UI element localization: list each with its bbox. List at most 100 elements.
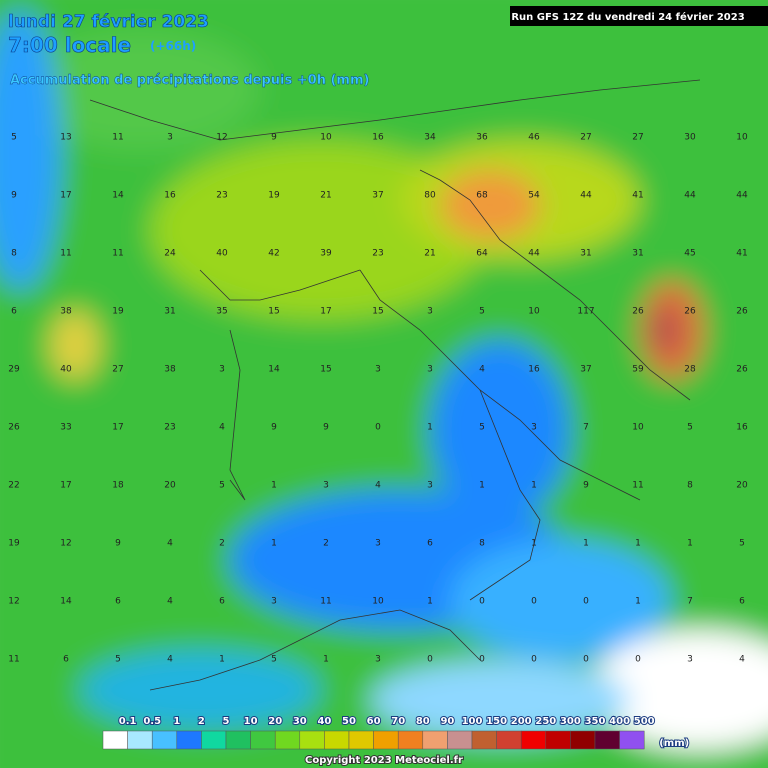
- grid-value: 4: [479, 365, 485, 375]
- grid-value: 19: [112, 307, 124, 317]
- grid-value: 24: [164, 249, 176, 259]
- grid-value: 3: [323, 481, 329, 491]
- grid-value: 1: [271, 481, 277, 491]
- run-label-box: [510, 6, 768, 26]
- legend-label: 80: [416, 716, 430, 727]
- grid-value: 3: [427, 307, 433, 317]
- grid-values: 5 13 11 3 12 9 10 16 34 36 46 27 27 30 109 17 14 16 23 19 21…: [8, 133, 748, 665]
- grid-value: 1: [583, 539, 589, 549]
- grid-value: 22: [8, 481, 19, 491]
- product-label: Accumulation de précipitations depuis +0…: [10, 73, 369, 88]
- legend-label: 500: [634, 716, 655, 727]
- legend-swatch: [225, 730, 251, 750]
- grid-value: 5: [11, 133, 17, 143]
- grid-value: 34: [424, 133, 436, 143]
- grid-value: 3: [375, 539, 381, 549]
- grid-value: 54: [528, 191, 540, 201]
- grid-value: 3: [427, 365, 433, 375]
- grid-value: 9: [115, 539, 121, 549]
- grid-value: 11: [632, 481, 643, 491]
- legend-swatch: [250, 730, 276, 750]
- grid-value: 11: [112, 249, 123, 259]
- grid-value: 5: [271, 655, 277, 665]
- grid-value: 39: [320, 249, 332, 259]
- grid-value: 38: [60, 307, 72, 317]
- grid-value: 10: [736, 133, 748, 143]
- grid-value: 8: [479, 539, 485, 549]
- grid-value: 117: [577, 307, 594, 317]
- grid-value: 6: [11, 307, 17, 317]
- grid-value: 1: [219, 655, 225, 665]
- grid-value: 0: [427, 655, 433, 665]
- grid-value: 4: [219, 423, 225, 433]
- grid-value: 0: [583, 597, 589, 607]
- grid-value: 2: [219, 539, 225, 549]
- grid-value: 27: [632, 133, 643, 143]
- grid-value: 9: [583, 481, 589, 491]
- grid-value: 1: [687, 539, 693, 549]
- grid-value: 7: [687, 597, 693, 607]
- grid-value: 23: [372, 249, 383, 259]
- grid-value: 3: [687, 655, 693, 665]
- grid-value: 16: [372, 133, 384, 143]
- grid-value: 15: [372, 307, 383, 317]
- grid-value: 19: [268, 191, 280, 201]
- grid-value: 14: [268, 365, 280, 375]
- legend-label: 1: [173, 716, 180, 727]
- grid-value: 5: [219, 481, 225, 491]
- grid-value: 1: [635, 597, 641, 607]
- grid-value: 44: [580, 191, 592, 201]
- legend-label: 70: [391, 716, 405, 727]
- grid-value: 17: [60, 481, 71, 491]
- run-label: Run GFS 12Z du vendredi 24 février 2023: [511, 11, 744, 23]
- grid-value: 1: [323, 655, 329, 665]
- grid-value: 6: [739, 597, 745, 607]
- grid-value: 31: [632, 249, 643, 259]
- grid-value: 8: [687, 481, 693, 491]
- lead-time: (+66h): [150, 39, 196, 53]
- copyright: Copyright 2023 Meteociel.fr: [305, 755, 463, 766]
- grid-value: 4: [167, 597, 173, 607]
- grid-value: 3: [375, 655, 381, 665]
- legend-label: 0.1: [119, 716, 137, 727]
- grid-value: 1: [271, 539, 277, 549]
- grid-value: 36: [476, 133, 488, 143]
- legend-swatch: [324, 730, 350, 750]
- grid-value: 37: [580, 365, 591, 375]
- grid-value: 21: [320, 191, 331, 201]
- grid-value: 33: [60, 423, 71, 433]
- grid-value: 10: [320, 133, 332, 143]
- grid-value: 20: [736, 481, 748, 491]
- grid-value: 11: [8, 655, 19, 665]
- grid-value: 46: [528, 133, 540, 143]
- legend-label: 20: [268, 716, 282, 727]
- grid-value: 11: [112, 133, 123, 143]
- legend-swatch: [127, 730, 153, 750]
- grid-value: 26: [736, 365, 748, 375]
- legend-swatch: [176, 730, 202, 750]
- grid-value: 30: [684, 133, 696, 143]
- grid-value: 40: [216, 249, 228, 259]
- grid-value: 6: [219, 597, 225, 607]
- grid-value: 16: [528, 365, 540, 375]
- grid-value: 15: [320, 365, 331, 375]
- grid-value: 4: [167, 539, 173, 549]
- grid-value: 10: [632, 423, 644, 433]
- grid-value: 41: [736, 249, 747, 259]
- grid-value: 21: [424, 249, 435, 259]
- grid-value: 4: [167, 655, 173, 665]
- grid-value: 3: [167, 133, 173, 143]
- legend-swatch: [274, 730, 301, 750]
- grid-value: 9: [11, 191, 17, 201]
- grid-value: 3: [427, 481, 433, 491]
- legend-label: 300: [560, 716, 581, 727]
- grid-value: 12: [60, 539, 71, 549]
- grid-value: 17: [112, 423, 123, 433]
- legend-swatch: [545, 730, 571, 750]
- grid-value: 0: [375, 423, 381, 433]
- grid-value: 44: [736, 191, 748, 201]
- grid-value: 1: [531, 539, 537, 549]
- grid-value: 14: [60, 597, 72, 607]
- grid-value: 23: [216, 191, 227, 201]
- grid-value: 41: [632, 191, 643, 201]
